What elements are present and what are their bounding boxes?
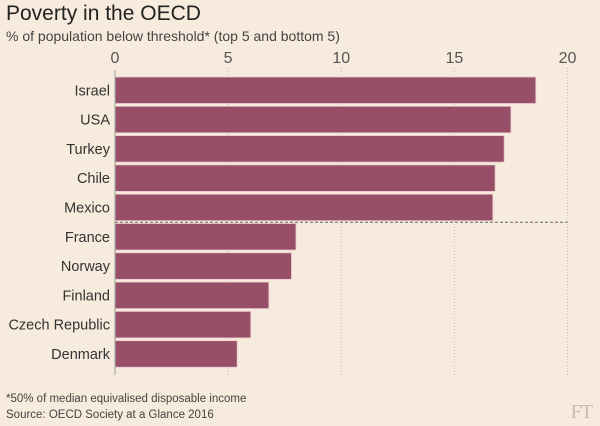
source-note: Source: OECD Society at a Glance 2016 bbox=[6, 409, 214, 421]
category-label: Denmark bbox=[51, 347, 111, 363]
bar bbox=[114, 252, 292, 280]
bar bbox=[114, 340, 238, 368]
bar bbox=[114, 193, 494, 222]
x-tick-label: 10 bbox=[332, 50, 350, 67]
footnote: *50% of median equivalised disposable in… bbox=[6, 393, 247, 405]
bar bbox=[114, 76, 537, 104]
category-label: Chile bbox=[77, 171, 110, 187]
bar bbox=[114, 281, 270, 310]
chart-subtitle: % of population below threshold* (top 5 … bbox=[6, 28, 340, 44]
x-tick-label: 20 bbox=[559, 50, 577, 67]
category-label: Norway bbox=[61, 259, 111, 275]
bar bbox=[114, 223, 297, 251]
bar bbox=[114, 164, 496, 192]
chart-title: Poverty in the OECD bbox=[6, 2, 201, 25]
category-label: Turkey bbox=[66, 142, 111, 158]
category-label: USA bbox=[80, 113, 110, 129]
ft-logo: FT bbox=[570, 401, 593, 423]
category-label: Czech Republic bbox=[8, 318, 110, 334]
category-label: Finland bbox=[62, 288, 110, 304]
bar bbox=[114, 310, 252, 339]
x-tick-label: 0 bbox=[111, 50, 120, 67]
category-label: Israel bbox=[75, 83, 110, 99]
x-tick-label: 15 bbox=[445, 50, 463, 67]
bar bbox=[114, 135, 505, 163]
category-label: Mexico bbox=[64, 200, 110, 216]
x-tick-label: 5 bbox=[224, 50, 233, 67]
category-label: France bbox=[65, 230, 110, 246]
bar bbox=[114, 105, 512, 134]
